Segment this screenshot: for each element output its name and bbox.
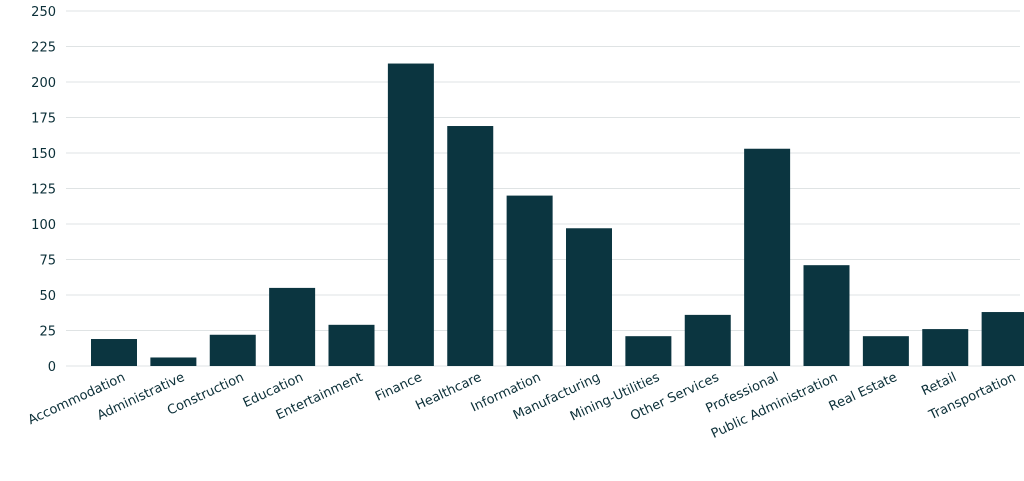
- y-tick-label: 100: [31, 218, 56, 233]
- bar-healthcare: [447, 126, 494, 367]
- bar-entertainment: [328, 324, 375, 366]
- bars: [91, 63, 1024, 367]
- bar-information: [506, 195, 553, 366]
- bar-retail: [922, 329, 969, 366]
- bar-other-services: [684, 314, 731, 366]
- y-tick-label: 150: [31, 147, 56, 162]
- x-tick-label: Real Estate: [827, 370, 900, 415]
- y-tick-label: 25: [39, 325, 56, 340]
- x-tick-label: Retail: [919, 370, 959, 399]
- bar-real-estate: [862, 336, 909, 366]
- y-tick-label: 200: [31, 76, 56, 91]
- y-tick-label: 125: [31, 183, 56, 198]
- bar-finance: [387, 63, 434, 366]
- bar-administrative: [150, 357, 197, 366]
- y-tick-label: 50: [39, 289, 56, 304]
- y-tick-label: 250: [31, 5, 56, 20]
- y-axis: 0 25 50 75 100 125 150 175 200 225 250: [31, 5, 56, 375]
- bar-public-administration: [803, 265, 850, 366]
- x-tick-label: Accommodation: [26, 370, 128, 428]
- y-tick-label: 75: [39, 254, 56, 269]
- bar-accommodation: [91, 339, 137, 366]
- bar-construction: [209, 334, 256, 366]
- y-tick-label: 225: [31, 41, 56, 56]
- bar-mining-utilities: [625, 336, 672, 366]
- bar-education: [269, 287, 316, 366]
- bar-manufacturing: [566, 228, 612, 366]
- x-axis: AccommodationAdministrativeConstructionE…: [26, 370, 1018, 442]
- bar-transportation: [981, 312, 1024, 366]
- y-tick-label: 0: [48, 360, 56, 375]
- y-tick-label: 175: [31, 112, 56, 127]
- bar-professional: [744, 148, 791, 366]
